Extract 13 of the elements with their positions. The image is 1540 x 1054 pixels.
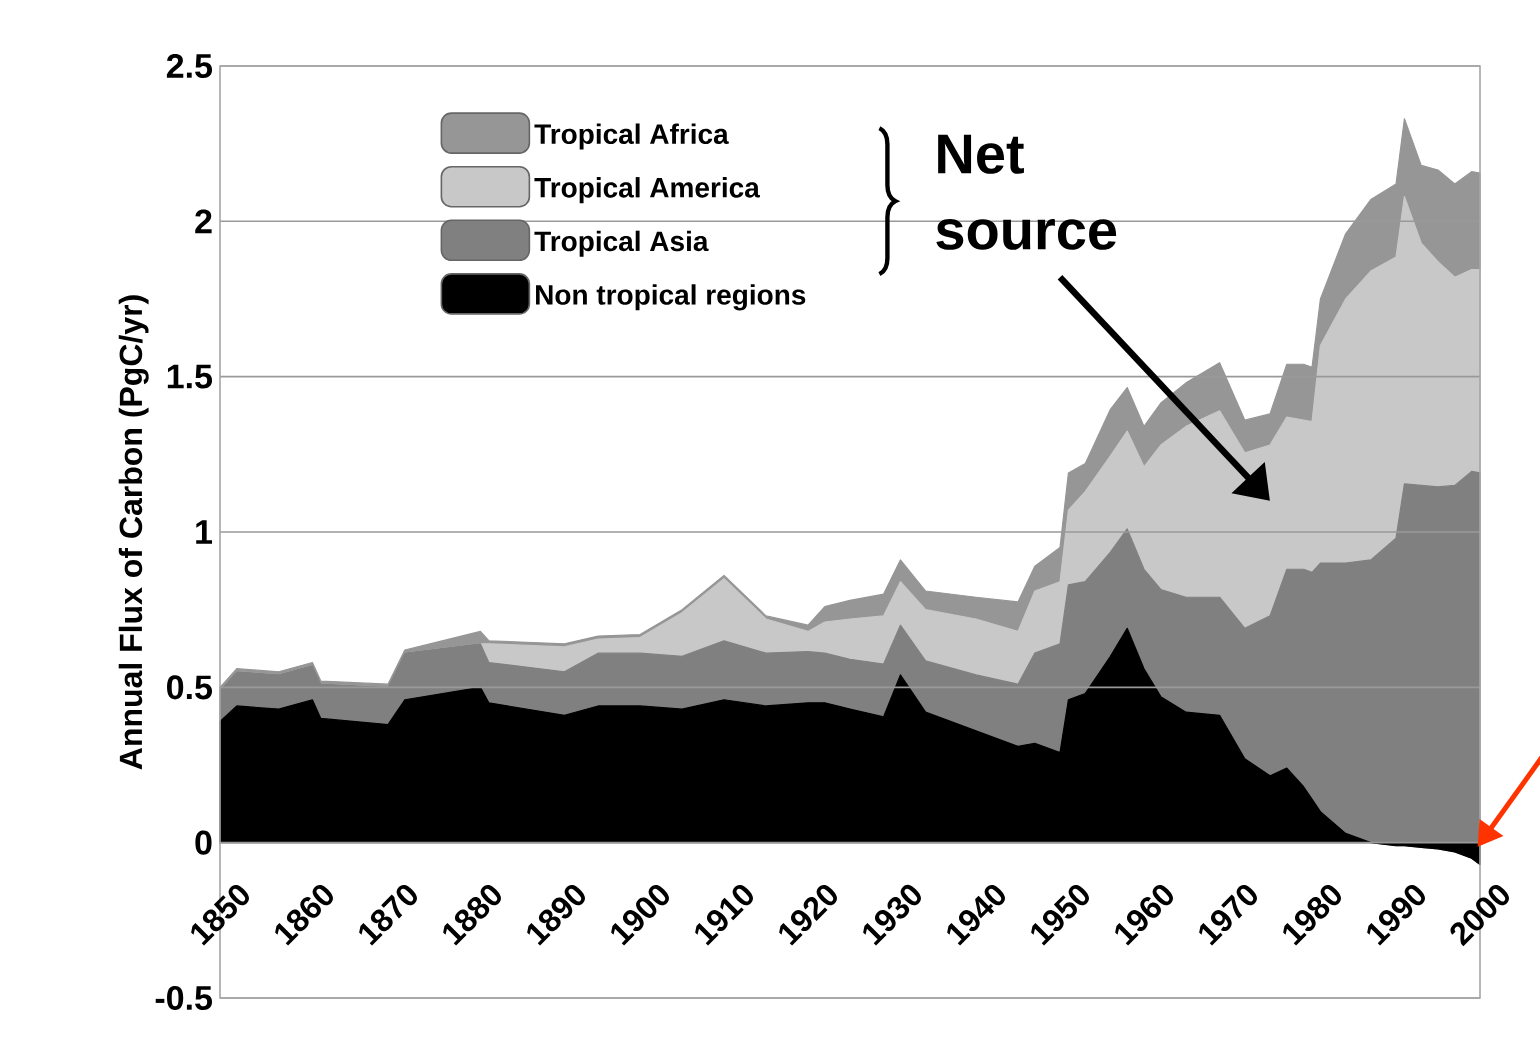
y-tick-label: 1.5 xyxy=(167,364,213,389)
legend-label: Non tropical regions xyxy=(536,284,806,311)
legend-label: Tropical Asia xyxy=(534,230,709,257)
y-axis-title: Annual Flux of Carbon (PgC/yr) xyxy=(118,295,149,770)
y-tick-label: 2.5 xyxy=(166,53,213,79)
y-tick-label: 0.5 xyxy=(167,675,213,700)
legend-label: Tropical Africa xyxy=(534,123,729,150)
annotation: Net source xyxy=(936,134,1117,250)
legend-label: Tropical America xyxy=(534,177,760,204)
y-tick-label: 1 xyxy=(196,520,213,544)
y-tick-label: 0 xyxy=(195,830,212,855)
y-tick-label: 2 xyxy=(195,209,212,234)
y-tick-label: -0.5 xyxy=(155,985,213,1011)
